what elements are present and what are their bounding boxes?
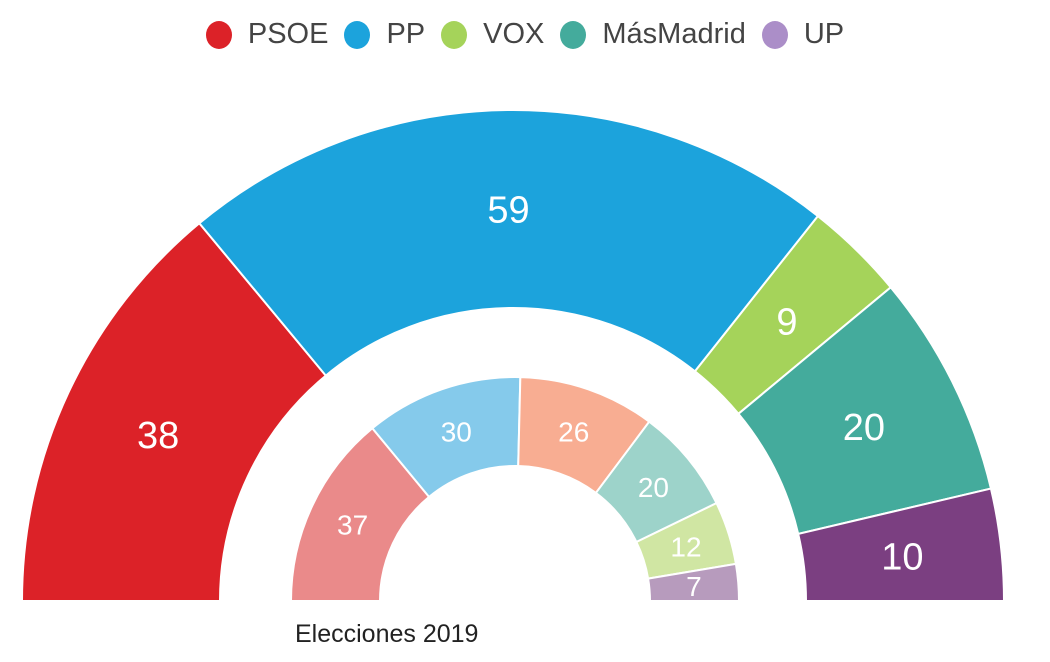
inner-ring-value-label: 37 — [337, 510, 368, 541]
outer-ring-value-label: 38 — [137, 415, 179, 457]
legend-dot-icon — [205, 20, 232, 49]
legend-label: UP — [803, 18, 845, 50]
legend-label: PSOE — [247, 18, 329, 50]
legend-dot-icon — [560, 20, 587, 49]
legend-label: MásMadrid — [602, 18, 746, 50]
legend-item[interactable]: MásMadrid — [560, 18, 746, 51]
inner-ring-value-label: 7 — [686, 571, 702, 602]
legend-item[interactable]: VOX — [441, 18, 544, 51]
legend-item[interactable]: PP — [344, 18, 425, 51]
legend-label: PP — [386, 18, 426, 50]
legend-dot-icon — [344, 20, 371, 49]
legend-dot-icon — [441, 20, 468, 49]
outer-ring-segment[interactable] — [20, 221, 328, 602]
inner-ring-value-label: 20 — [638, 472, 669, 503]
legend-item[interactable]: UP — [761, 18, 845, 51]
inner-ring-value-label: 12 — [670, 531, 701, 562]
outer-ring-value-label: 20 — [843, 407, 885, 449]
legend-label: VOX — [483, 18, 545, 50]
outer-ring-segment[interactable] — [797, 487, 1006, 602]
outer-ring-value-label: 10 — [881, 537, 923, 579]
inner-ring-value-label: 30 — [441, 416, 472, 447]
inner-ring-segment[interactable] — [646, 562, 741, 602]
outer-ring-value-label: 59 — [487, 190, 529, 232]
inner-ring-value-label: 26 — [558, 416, 589, 447]
legend-dot-icon — [761, 20, 788, 49]
legend: PSOE PP VOX MásMadrid UP — [0, 18, 1050, 51]
inner-ring-caption: Elecciones 2019 — [295, 620, 479, 648]
outer-ring-value-label: 9 — [776, 301, 797, 343]
outer-ring-segment[interactable] — [197, 109, 820, 377]
legend-item[interactable]: PSOE — [205, 18, 329, 51]
